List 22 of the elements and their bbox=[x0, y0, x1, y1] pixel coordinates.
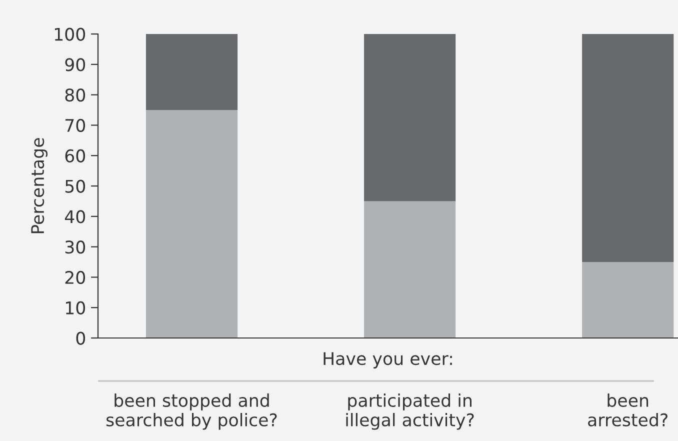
y-tick-label: 40 bbox=[64, 210, 86, 224]
bar bbox=[582, 262, 674, 338]
y-tick-label: 60 bbox=[65, 149, 86, 162]
x-tick-label: been arrested? bbox=[588, 394, 668, 426]
y-tick-label: 10 bbox=[66, 301, 86, 314]
x-tick-label: been stopped and searched by police? bbox=[106, 394, 277, 430]
bar bbox=[146, 110, 238, 338]
y-tick-label: 30 bbox=[65, 240, 86, 254]
bar bbox=[146, 34, 238, 110]
y-axis-title: Percentage bbox=[31, 138, 48, 234]
y-tick-label: 20 bbox=[65, 270, 86, 284]
y-tick-label: 50 bbox=[65, 180, 86, 193]
bar bbox=[582, 34, 674, 262]
x-tick-label: participated in illegal activity? bbox=[346, 394, 474, 430]
bar bbox=[364, 201, 456, 338]
y-tick-label: 100 bbox=[54, 28, 86, 41]
y-tick-label: 70 bbox=[66, 118, 86, 132]
y-tick-label: 80 bbox=[65, 88, 86, 102]
x-axis-title: Have you ever: bbox=[324, 352, 452, 368]
y-tick-label: 90 bbox=[65, 58, 86, 72]
y-tick-label: 0 bbox=[76, 332, 86, 345]
bar bbox=[364, 34, 456, 202]
